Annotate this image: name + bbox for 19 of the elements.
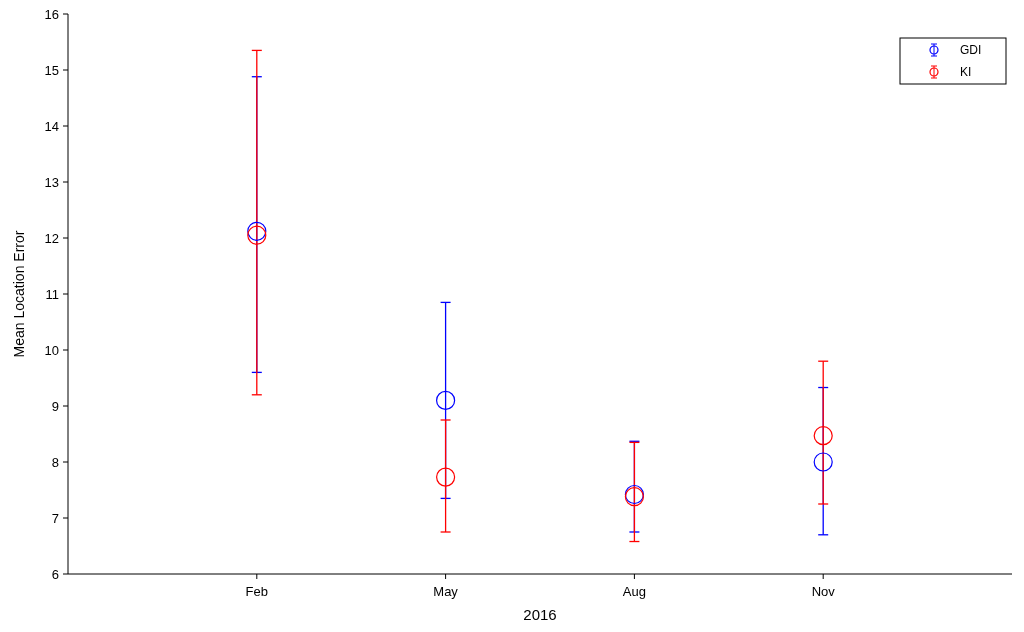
y-tick-label: 9	[51, 398, 59, 414]
legend-label: GDI	[960, 43, 982, 58]
x-axis-title: 2016	[523, 606, 557, 623]
x-tick-label: Feb	[245, 584, 268, 599]
x-tick-label: Aug	[622, 584, 646, 599]
x-tick-label: May	[433, 584, 459, 599]
x-tick-label: Nov	[811, 584, 836, 599]
legend-label: KI	[960, 65, 972, 80]
y-tick-label: 8	[51, 454, 59, 470]
y-tick-label: 15	[44, 62, 59, 78]
y-tick-label: 7	[51, 510, 59, 526]
y-tick-label: 16	[44, 6, 59, 22]
y-tick-label: 11	[45, 286, 59, 302]
y-tick-label: 10	[44, 342, 59, 358]
y-tick-label: 12	[44, 230, 59, 246]
y-tick-label: 14	[44, 118, 59, 134]
y-axis-title: Mean Location Error	[11, 230, 27, 358]
y-tick-label: 13	[44, 174, 59, 190]
y-tick-label: 6	[51, 566, 59, 582]
